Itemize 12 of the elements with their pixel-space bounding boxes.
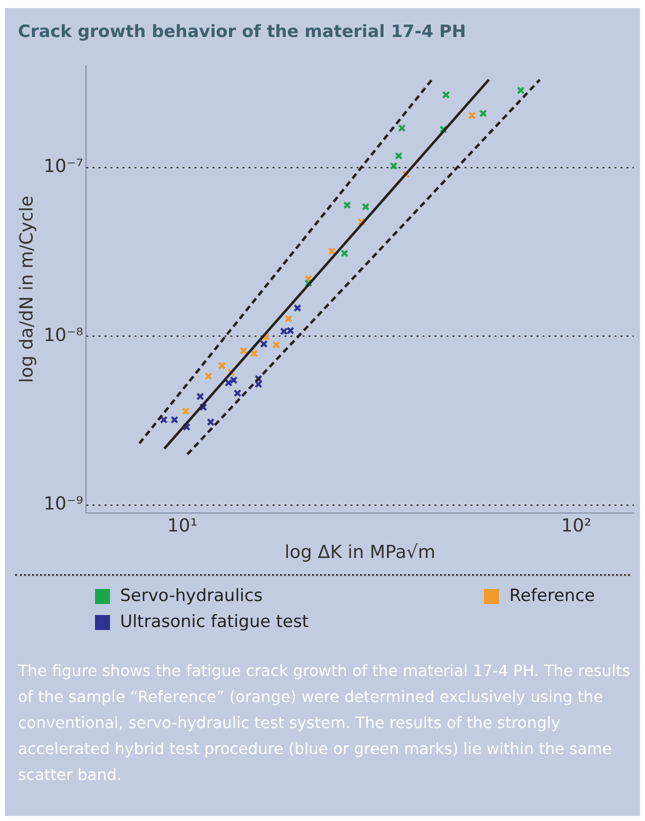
x-tick-label: 10¹ <box>167 515 198 536</box>
x-axis-title: log ΔK in MPa√m <box>284 542 436 563</box>
x-tick-label: 10² <box>561 515 592 536</box>
legend-label: Ultrasonic fatigue test <box>120 612 309 632</box>
y-tick-label: 10⁻⁸ <box>44 324 84 346</box>
chart-title: Crack growth behavior of the material 17-4 PH <box>18 22 466 42</box>
y-tick-label: 10⁻⁷ <box>44 156 84 178</box>
y-tick-label: 10⁻⁹ <box>44 494 84 515</box>
y-axis-title: log da/dN in m/Cycle <box>16 196 38 383</box>
legend-label: Servo-hydraulics <box>120 586 263 606</box>
text: The figure shows the fatigue crack growth of the material 17-4 PH. The results of the sample “Reference” (orange) were determined exclusively using the conventional, servo-hydraulic test system. The results of the strongly accelerated hybrid test procedure (blue or green marks) lie within the same scatter band. <box>18 661 632 786</box>
legend-label: Reference <box>509 586 595 606</box>
